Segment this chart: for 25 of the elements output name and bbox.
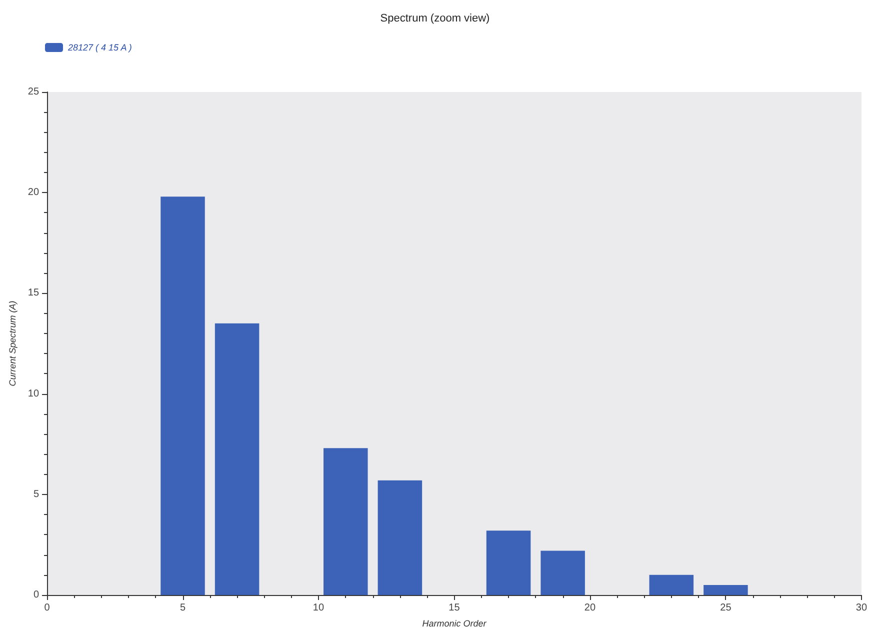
y-tick-label: 0: [33, 590, 40, 600]
bar: [704, 584, 748, 595]
bar: [378, 480, 422, 595]
bar: [486, 530, 531, 595]
bar: [324, 448, 368, 595]
y-axis-title: Current Spectrum (A): [8, 300, 18, 386]
x-tick-label: 25: [720, 602, 732, 614]
chart-title: Spectrum (zoom view): [380, 12, 490, 24]
legend-label: 28127 ( 4 15 A ): [67, 42, 132, 52]
x-tick-label: 5: [180, 602, 186, 614]
y-tick-label: 15: [28, 288, 40, 299]
y-tick-label: 25: [28, 86, 40, 98]
bar: [160, 196, 205, 595]
bar: [214, 323, 260, 595]
x-axis-title: Harmonic Order: [422, 618, 488, 628]
x-tick-label: 15: [448, 602, 460, 614]
y-tick-label: 20: [28, 187, 40, 198]
y-tick-label: 10: [28, 388, 40, 400]
x-tick-label: 30: [856, 602, 868, 614]
y-tick-label: 5: [33, 488, 40, 500]
x-tick-label: 20: [584, 602, 596, 614]
x-tick-label: 0: [44, 602, 50, 614]
bar: [540, 550, 585, 595]
x-tick-label: 10: [312, 602, 324, 614]
bar: [649, 574, 694, 595]
